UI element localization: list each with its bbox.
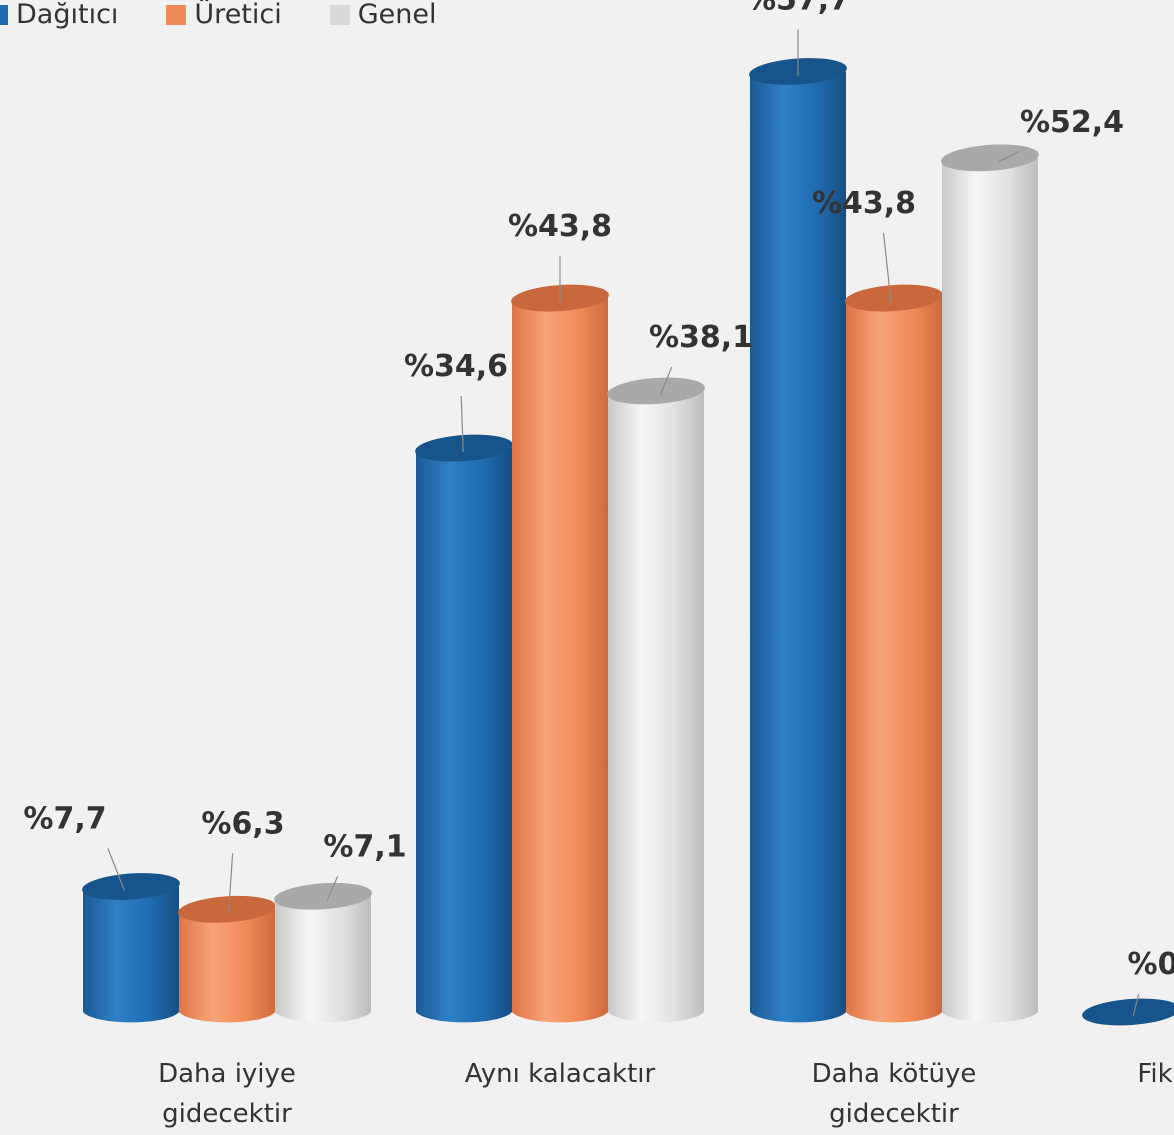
legend-swatch-dagitici: [0, 5, 8, 25]
bar-dagitici-3: [1082, 998, 1174, 1026]
legend: Dağıtıcı Üretici Genel: [0, 0, 485, 30]
leader-line: [326, 876, 339, 901]
value-label-genel-0: %7,1: [323, 829, 406, 864]
bars-layer: [82, 58, 1174, 1026]
leader-line: [997, 151, 1019, 163]
bar-uretici-2: [845, 284, 943, 1023]
value-label-dagitici-3: %0: [1128, 947, 1174, 982]
value-label-uretici-1: %43,8: [508, 209, 612, 244]
bar-uretici-1: [511, 284, 609, 1023]
value-label-uretici-2: %43,8: [812, 186, 916, 221]
bar-genel-0: [274, 882, 372, 1023]
leader-line: [1132, 993, 1140, 1017]
value-label-genel-1: %38,1: [649, 320, 753, 355]
legend-label-genel: Genel: [357, 0, 437, 30]
bar-genel-2: [941, 144, 1039, 1023]
leader-line: [659, 366, 673, 396]
legend-item-dagitici: Dağıtıcı: [0, 0, 118, 30]
leader-line: [228, 853, 234, 914]
category-label-2: Daha kötüye gidecektir: [812, 1059, 977, 1129]
legend-item-genel: Genel: [329, 0, 437, 30]
value-label-genel-2: %52,4: [1020, 105, 1124, 140]
legend-swatch-uretici: [166, 5, 187, 25]
leader-lines-layer: [107, 29, 1140, 1017]
category-label-1: Aynı kalacaktır: [465, 1059, 656, 1089]
value-label-dagitici-1: %34,6: [404, 349, 508, 384]
leader-line: [460, 395, 464, 453]
legend-item-uretici: Üretici: [166, 0, 282, 30]
value-label-dagitici-2: %57,7: [746, 0, 850, 17]
legend-label-dagitici: Dağıtıcı: [16, 0, 119, 30]
bar-dagitici-0: [82, 873, 180, 1023]
value-label-uretici-0: %6,3: [201, 806, 284, 841]
bar-genel-1: [607, 377, 705, 1023]
value-label-dagitici-0: %7,7: [23, 801, 106, 836]
leader-line: [882, 232, 892, 303]
leader-line: [107, 848, 125, 891]
legend-label-uretici: Üretici: [194, 0, 282, 30]
legend-swatch-genel: [329, 5, 350, 25]
value-labels-layer: %7,7 %6,3 %7,1 %34,6 %43,8 %38,1 %57,7 %43,8 %52…: [23, 0, 1174, 982]
category-label-0: Daha iyiye gidecektir: [158, 1059, 296, 1129]
bar-uretici-0: [178, 895, 276, 1023]
category-labels-layer: Daha iyiye gidecektir Aynı kalacaktır Daha …: [158, 1059, 1173, 1129]
bar-dagitici-1: [415, 434, 513, 1023]
category-label-3: Fik: [1137, 1059, 1172, 1089]
